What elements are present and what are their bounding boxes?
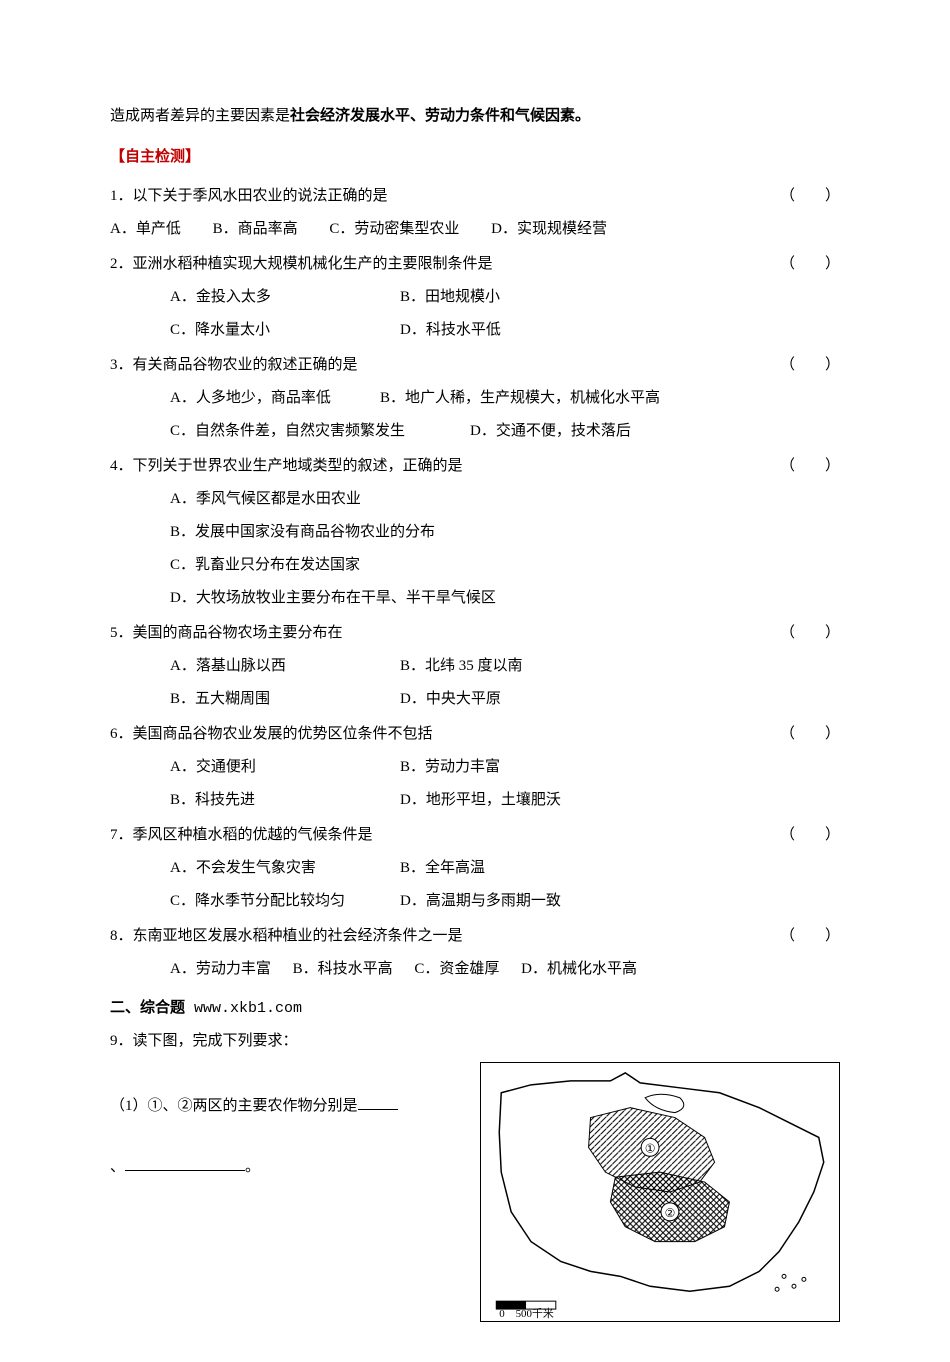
q2-stem: 2．亚洲水稻种植实现大规模机械化生产的主要限制条件是 — [110, 248, 760, 281]
map-scale-label: 0 500千米 — [499, 1307, 554, 1320]
question-3: 3．有关商品谷物农业的叙述正确的是 （ ） A．人多地少，商品率低 B．地广人稀… — [110, 349, 840, 448]
q9-container: （1）①、②两区的主要农作物分别是 、。 — [110, 1062, 840, 1322]
q2-opt-a: A．金投入太多 — [170, 281, 400, 314]
q9-sub1-cont: 、。 — [110, 1151, 470, 1184]
q6-opt-d: D．地形平坦，土壤肥沃 — [400, 784, 630, 817]
q7-options: A．不会发生气象灾害 B．全年高温 C．降水季节分配比较均匀 D．高温期与多雨期… — [110, 852, 840, 918]
q9-text-area: （1）①、②两区的主要农作物分别是 、。 — [110, 1062, 480, 1184]
q8-stem: 8．东南亚地区发展水稻种植业的社会经济条件之一是 — [110, 920, 760, 953]
q4-opt-d: D．大牧场放牧业主要分布在干旱、半干旱气候区 — [170, 582, 840, 615]
q5-paren: （ ） — [760, 617, 840, 650]
q2-opt-c: C．降水量太小 — [170, 314, 400, 347]
q2-opt-b: B．田地规模小 — [400, 281, 630, 314]
q5-options: A．落基山脉以西 B．北纬 35 度以南 B．五大糊周围 D．中央大平原 — [110, 650, 840, 716]
blank-1 — [358, 1095, 398, 1110]
intro-text: 造成两者差异的主要因素是社会经济发展水平、劳动力条件和气候因素。 — [110, 100, 840, 133]
q1-opt-d: D．实现规模经营 — [491, 213, 607, 246]
q4-paren: （ ） — [760, 450, 840, 483]
q5-opt-a: A．落基山脉以西 — [170, 650, 400, 683]
q7-opt-a: A．不会发生气象灾害 — [170, 852, 400, 885]
q3-opt-d: D．交通不便，技术落后 — [470, 415, 631, 448]
q8-opt-c: C．资金雄厚 — [414, 953, 499, 986]
q1-opt-b: B．商品率高 — [213, 213, 298, 246]
q5-opt-d: D．中央大平原 — [400, 683, 630, 716]
question-5: 5．美国的商品谷物农场主要分布在 （ ） A．落基山脉以西 B．北纬 35 度以… — [110, 617, 840, 716]
intro-bold: 社会经济发展水平、劳动力条件和气候因素。 — [290, 108, 590, 124]
q7-stem: 7．季风区种植水稻的优越的气候条件是 — [110, 819, 760, 852]
q8-opt-d: D．机械化水平高 — [521, 953, 637, 986]
q1-options: A．单产低 B．商品率高 C．劳动密集型农业 D．实现规模经营 — [110, 213, 840, 246]
q6-opt-b: B．劳动力丰富 — [400, 751, 630, 784]
q3-paren: （ ） — [760, 349, 840, 382]
question-8: 8．东南亚地区发展水稻种植业的社会经济条件之一是 （ ） A．劳动力丰富 B．科… — [110, 920, 840, 986]
q6-opt-a: A．交通便利 — [170, 751, 400, 784]
q7-opt-c: C．降水季节分配比较均匀 — [170, 885, 400, 918]
q2-paren: （ ） — [760, 248, 840, 281]
map-figure: ① ② 0 500千米 — [480, 1062, 840, 1322]
q6-paren: （ ） — [760, 718, 840, 751]
question-6: 6．美国商品谷物农业发展的优势区位条件不包括 （ ） A．交通便利 B．劳动力丰… — [110, 718, 840, 817]
q3-opt-c: C．自然条件差，自然灾害频繁发生 — [170, 415, 470, 448]
q8-paren: （ ） — [760, 920, 840, 953]
q1-paren: （ ） — [760, 180, 840, 213]
q8-options: A．劳动力丰富 B．科技水平高 C．资金雄厚 D．机械化水平高 — [110, 953, 840, 986]
blank-2 — [125, 1156, 245, 1171]
q8-opt-a: A．劳动力丰富 — [170, 953, 271, 986]
question-4: 4．下列关于世界农业生产地域类型的叙述，正确的是 （ ） A．季风气候区都是水田… — [110, 450, 840, 615]
map-label-2: ② — [665, 1206, 676, 1220]
q2-opt-d: D．科技水平低 — [400, 314, 630, 347]
question-1: 1．以下关于季风水田农业的说法正确的是 （ ） A．单产低 B．商品率高 C．劳… — [110, 180, 840, 246]
q3-options: A．人多地少，商品率低 B．地广人稀，生产规模大，机械化水平高 C．自然条件差，… — [110, 382, 840, 448]
section2-link: www.xkb1.com — [185, 1000, 302, 1017]
q2-options: A．金投入太多 B．田地规模小 C．降水量太小 D．科技水平低 — [110, 281, 840, 347]
q6-opt-c: B．科技先进 — [170, 784, 400, 817]
q4-opt-c: C．乳畜业只分布在发达国家 — [170, 549, 840, 582]
map-label-1: ① — [645, 1141, 656, 1155]
q1-opt-a: A．单产低 — [110, 213, 181, 246]
q7-opt-b: B．全年高温 — [400, 852, 630, 885]
q1-opt-c: C．劳动密集型农业 — [329, 213, 459, 246]
section2-header: 二、综合题 www.xkb1.com — [110, 992, 840, 1025]
q4-options: A．季风气候区都是水田农业 B．发展中国家没有商品谷物农业的分布 C．乳畜业只分… — [110, 483, 840, 615]
q6-stem: 6．美国商品谷物农业发展的优势区位条件不包括 — [110, 718, 760, 751]
section-header: 【自主检测】 — [110, 141, 840, 174]
map-lakes — [645, 1094, 684, 1112]
q5-stem: 5．美国的商品谷物农场主要分布在 — [110, 617, 760, 650]
q5-opt-b: B．北纬 35 度以南 — [400, 650, 630, 683]
q6-options: A．交通便利 B．劳动力丰富 B．科技先进 D．地形平坦，土壤肥沃 — [110, 751, 840, 817]
intro-prefix: 造成两者差异的主要因素是 — [110, 108, 290, 124]
q4-opt-a: A．季风气候区都是水田农业 — [170, 483, 840, 516]
q9-sub1: （1）①、②两区的主要农作物分别是 — [110, 1090, 470, 1123]
map-svg: ① ② 0 500千米 — [481, 1063, 839, 1321]
q4-opt-b: B．发展中国家没有商品谷物农业的分布 — [170, 516, 840, 549]
q8-opt-b: B．科技水平高 — [293, 953, 393, 986]
q9-stem: 9．读下图，完成下列要求： — [110, 1025, 840, 1058]
q3-opt-b: B．地广人稀，生产规模大，机械化水平高 — [380, 382, 660, 415]
q3-opt-a: A．人多地少，商品率低 — [170, 382, 380, 415]
q1-stem: 1．以下关于季风水田农业的说法正确的是 — [110, 180, 760, 213]
question-2: 2．亚洲水稻种植实现大规模机械化生产的主要限制条件是 （ ） A．金投入太多 B… — [110, 248, 840, 347]
q5-opt-c: B．五大糊周围 — [170, 683, 400, 716]
q7-opt-d: D．高温期与多雨期一致 — [400, 885, 630, 918]
q4-stem: 4．下列关于世界农业生产地域类型的叙述，正确的是 — [110, 450, 760, 483]
question-7: 7．季风区种植水稻的优越的气候条件是 （ ） A．不会发生气象灾害 B．全年高温… — [110, 819, 840, 918]
q3-stem: 3．有关商品谷物农业的叙述正确的是 — [110, 349, 760, 382]
q7-paren: （ ） — [760, 819, 840, 852]
